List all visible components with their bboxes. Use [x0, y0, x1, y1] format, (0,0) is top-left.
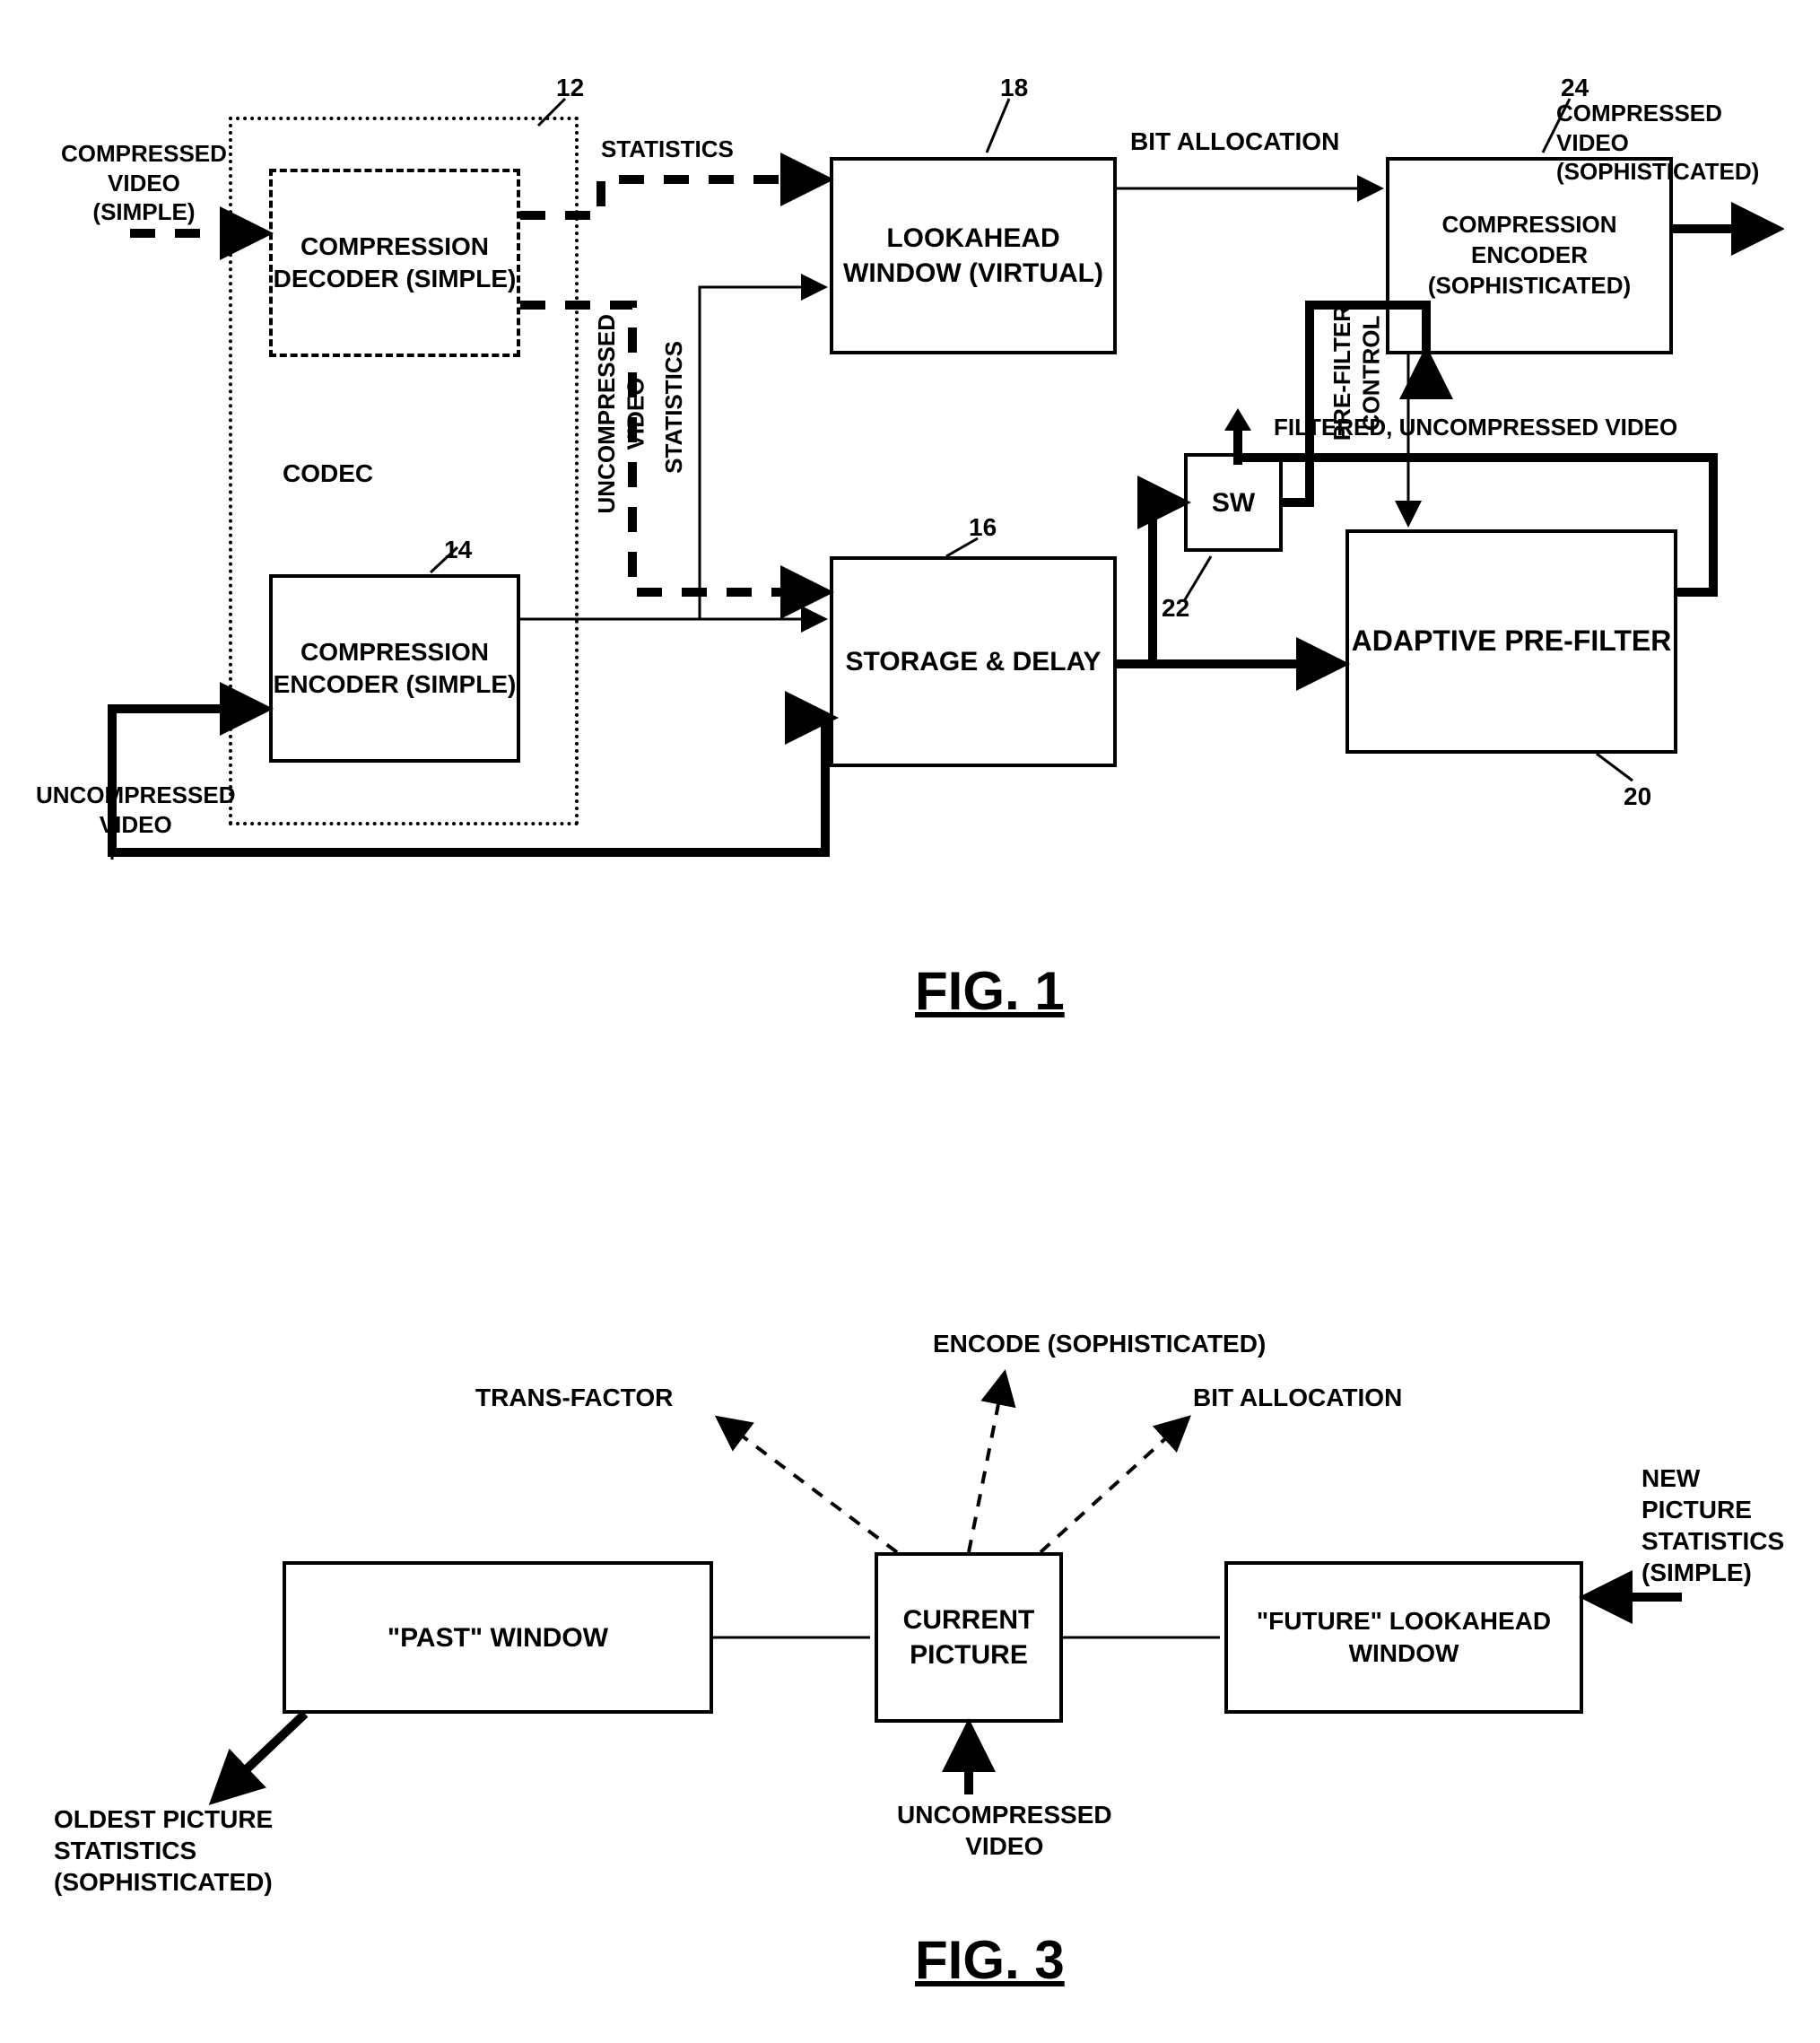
bit-allocation-label: BIT ALLOCATION [1130, 126, 1339, 157]
in-uncompressed-label: UNCOMPRESSED VIDEO [36, 781, 235, 839]
past-window-box: "PAST" WINDOW [283, 1561, 713, 1714]
uncomp-fig3-label: UNCOMPRESSED VIDEO [897, 1799, 1112, 1862]
decoder-box: COMPRESSION DECODER (SIMPLE) [269, 169, 520, 357]
prefilter-box: ADAPTIVE PRE-FILTER [1345, 529, 1677, 754]
lookahead-box: LOOKAHEAD WINDOW (VIRTUAL) [830, 157, 1117, 354]
ref-20: 20 [1624, 781, 1651, 812]
statistics-top-label: STATISTICS [601, 135, 734, 164]
encode-label: ENCODE (SOPHISTICATED) [933, 1328, 1266, 1359]
newpic-label: NEW PICTURE STATISTICS (SIMPLE) [1641, 1462, 1784, 1588]
ref-24: 24 [1561, 72, 1589, 103]
fig1-caption: FIG. 1 [915, 960, 1065, 1022]
bit-alloc-fig3-label: BIT ALLOCATION [1193, 1382, 1402, 1413]
storage-box: STORAGE & DELAY [830, 556, 1117, 767]
ref-22: 22 [1162, 592, 1189, 624]
ref-18: 18 [1000, 72, 1028, 103]
filtered-label: FILTERED, UNCOMPRESSED VIDEO [1274, 413, 1677, 442]
current-picture-box: CURRENT PICTURE [875, 1552, 1063, 1723]
codec-label: CODEC [283, 458, 373, 489]
ref-16: 16 [969, 511, 997, 543]
oldest-label: OLDEST PICTURE STATISTICS (SOPHISTICATED… [54, 1803, 273, 1898]
ref-12: 12 [556, 72, 584, 103]
page: COMPRESSION DECODER (SIMPLE) COMPRESSION… [36, 36, 1784, 2007]
fig3-caption: FIG. 3 [915, 1929, 1065, 1991]
ref-14: 14 [444, 534, 472, 565]
uncompressed-side-label: UNCOMPRESSED VIDEO [592, 314, 650, 513]
encoder-simple-box: COMPRESSION ENCODER (SIMPLE) [269, 574, 520, 763]
future-window-box: "FUTURE" LOOKAHEAD WINDOW [1224, 1561, 1583, 1714]
trans-factor-label: TRANS-FACTOR [475, 1382, 673, 1413]
statistics-side-label: STATISTICS [659, 341, 689, 474]
in-compressed-label: COMPRESSED VIDEO (SIMPLE) [61, 139, 227, 227]
encoder-soph-box: COMPRESSION ENCODER (SOPHISTICATED) [1386, 157, 1673, 354]
sw-box: SW [1184, 453, 1283, 552]
out-compressed-label: COMPRESSED VIDEO (SOPHISTICATED) [1556, 99, 1759, 187]
